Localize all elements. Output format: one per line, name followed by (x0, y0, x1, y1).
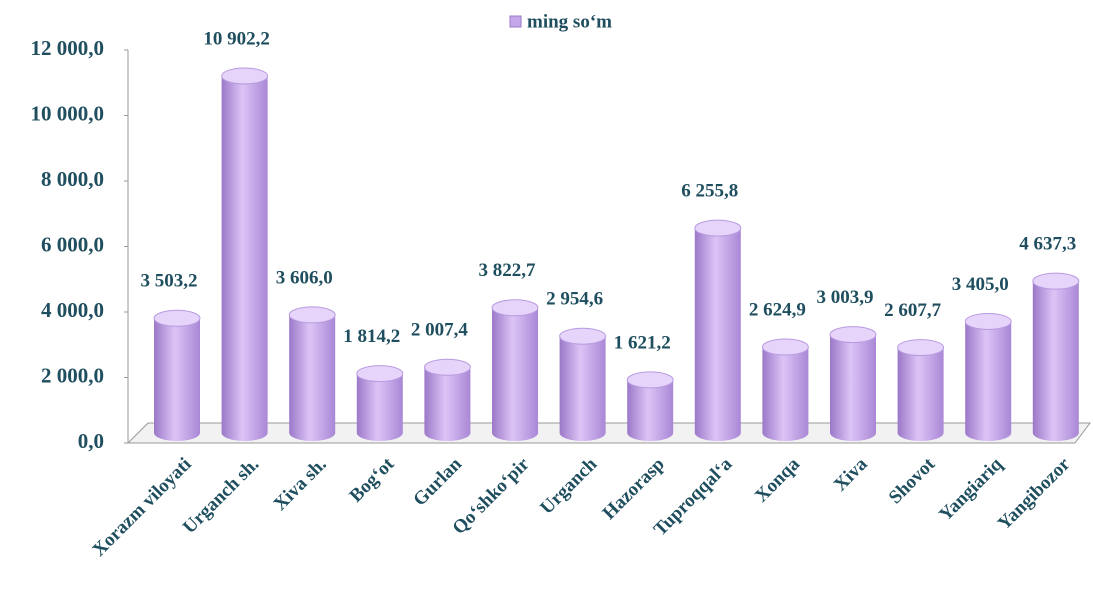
bar-cap (153, 309, 201, 327)
bar (289, 306, 336, 441)
bar (897, 339, 944, 441)
x-tick-label: Bog‘ot (346, 453, 399, 506)
value-label: 1 621,2 (614, 332, 671, 353)
value-label: 4 637,3 (1019, 233, 1076, 254)
x-tick-label: Xiva sh. (270, 454, 331, 515)
bar-cap (964, 312, 1012, 330)
value-label: 3 503,2 (141, 271, 198, 292)
bar (694, 220, 741, 441)
bar (221, 67, 268, 442)
x-tick-label: Shovot (885, 453, 940, 508)
value-label: 6 255,8 (681, 180, 738, 201)
y-tick-label: 6 000,0 (41, 232, 104, 256)
bar-cap (897, 339, 945, 357)
y-tick-label: 4 000,0 (41, 298, 104, 322)
y-tick-label: 10 000,0 (31, 101, 105, 125)
x-tick-label: Urganch (536, 453, 601, 518)
bar (424, 359, 471, 441)
bar-cap (423, 358, 471, 376)
x-tick-label: Yangiariq (935, 453, 1007, 525)
bar-cap (694, 219, 742, 237)
bar (492, 299, 538, 441)
bar-cap (221, 67, 269, 85)
y-tick-label: 8 000,0 (41, 167, 104, 191)
value-label: 10 902,2 (203, 28, 270, 49)
bar (830, 326, 876, 441)
x-tick-label: Gurlan (409, 453, 466, 510)
x-tick-label: Xorazm viloyati (89, 454, 196, 561)
y-tick-label: 2 000,0 (41, 363, 104, 387)
bar-cap (761, 338, 809, 356)
value-label: 2 607,7 (884, 300, 942, 321)
x-tick-label: Hazorasp (599, 454, 669, 524)
value-label: 2 624,9 (749, 299, 806, 320)
bar-cap (829, 326, 877, 344)
floor (126, 422, 1091, 444)
y-tick-label: 0,0 (78, 429, 104, 453)
value-label: 1 814,2 (343, 326, 400, 347)
bar-cap (559, 327, 607, 345)
value-label: 3 405,0 (952, 274, 1009, 295)
legend-label: ming so‘m (527, 11, 612, 32)
value-label: 3 003,9 (817, 287, 874, 308)
bar (762, 339, 809, 441)
x-tick-label: Xonqa (751, 453, 804, 506)
bar (1032, 273, 1079, 441)
bar (154, 310, 200, 441)
x-tick-label: Yangibozor (994, 453, 1075, 534)
x-tick-label: Xiva (830, 453, 872, 495)
legend-swatch (509, 15, 522, 28)
y-tick-label: 12 000,0 (31, 36, 105, 60)
value-label: 3 606,0 (276, 267, 333, 288)
value-label: 2 954,6 (546, 289, 603, 310)
value-label: 2 007,4 (411, 320, 469, 341)
bar (627, 371, 674, 441)
bar (965, 313, 1012, 441)
bar-cap (288, 306, 336, 324)
bar-cap (1032, 272, 1080, 290)
bar-cap (356, 365, 404, 383)
bar-cap (626, 371, 674, 389)
bar-cap (491, 299, 539, 317)
bar (559, 328, 606, 441)
value-label: 3 822,7 (479, 260, 537, 281)
bar (356, 365, 403, 441)
